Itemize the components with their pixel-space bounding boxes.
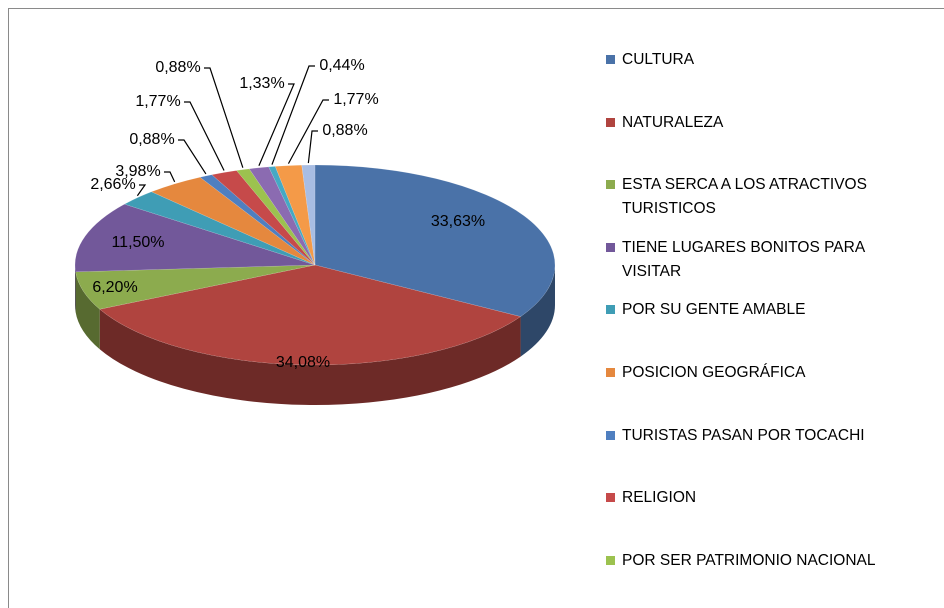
legend-entry: RELIGION <box>606 486 924 510</box>
legend-swatch <box>606 430 615 440</box>
data-label: 1,77% <box>135 93 180 110</box>
legend-entry: CULTURA <box>606 48 924 72</box>
legend-entry: POSICION GEOGRÁFICA <box>606 361 924 385</box>
legend-label: CULTURA <box>622 51 695 68</box>
data-label: 0,88% <box>129 131 174 148</box>
legend-label: TURISTAS PASAN POR TOCACHI <box>622 426 865 444</box>
leader-line <box>271 65 315 165</box>
legend-label: ESTA SERCA A LOS ATRACTIVOS TURISTICOS <box>622 176 867 218</box>
leader-line <box>178 139 207 175</box>
legend-entry: NATURALEZA <box>606 111 924 135</box>
legend-swatch <box>606 555 615 565</box>
slice <box>274 164 316 266</box>
legend-label: POSICION GEOGRÁFICA <box>622 364 806 381</box>
data-label: 1,77% <box>333 91 378 108</box>
leader-line <box>307 130 318 164</box>
leader-line <box>184 101 225 171</box>
data-label: 6,20% <box>92 279 137 296</box>
leader-line <box>136 184 147 197</box>
legend-label: POR SER PATRIMONIO NACIONAL <box>622 551 876 569</box>
slice <box>236 168 316 266</box>
legend-swatch <box>606 242 615 252</box>
leader-line <box>258 83 295 167</box>
slice-side <box>75 265 76 312</box>
legend-entry: TIENE LUGARES BONITOS PARA VISITAR <box>606 236 924 284</box>
data-label: 1,33% <box>239 75 284 92</box>
slice <box>123 191 316 266</box>
legend-label: TIENE LUGARES BONITOS PARA VISITAR <box>622 238 865 280</box>
slice <box>211 170 316 266</box>
slice <box>314 164 556 317</box>
legend-label: NATURALEZA <box>622 113 724 131</box>
legend-swatch <box>606 55 615 64</box>
legend-label: RELIGION <box>622 489 697 507</box>
chart-frame <box>8 8 944 608</box>
data-label: 3,98% <box>115 163 160 180</box>
slice <box>248 166 316 266</box>
data-label: 34,08% <box>276 354 330 371</box>
legend-swatch <box>606 493 615 503</box>
slice <box>268 166 316 266</box>
slice-side <box>520 265 555 357</box>
slice <box>301 164 316 266</box>
legend-entry: TURISTAS PASAN POR TOCACHI <box>606 424 924 448</box>
legend-swatch <box>606 368 615 377</box>
leader-line <box>164 171 176 183</box>
legend-label: POR SU GENTE AMABLE <box>622 301 806 319</box>
data-label: 33,63% <box>431 213 485 230</box>
leader-line <box>287 99 329 164</box>
slice-side <box>75 271 100 350</box>
slice <box>75 264 316 310</box>
data-label: 0,88% <box>322 122 367 139</box>
data-label: 0,88% <box>155 59 200 76</box>
legend-entry: ESTA SERCA A LOS ATRACTIVOS TURISTICOS <box>606 173 924 221</box>
slice <box>150 176 316 266</box>
slice <box>199 174 316 266</box>
slice-side <box>99 309 521 405</box>
leader-line <box>204 67 244 168</box>
legend-swatch <box>606 117 615 127</box>
data-label: 2,66% <box>90 176 135 193</box>
slice <box>74 203 316 273</box>
legend-swatch <box>606 180 615 190</box>
data-label: 11,50% <box>111 234 164 251</box>
data-label: 0,44% <box>319 57 364 74</box>
slice <box>99 264 522 366</box>
legend-swatch <box>606 305 615 315</box>
legend-entry: POR SU GENTE AMABLE <box>606 298 924 322</box>
legend-entry: POR SER PATRIMONIO NACIONAL <box>606 549 924 573</box>
